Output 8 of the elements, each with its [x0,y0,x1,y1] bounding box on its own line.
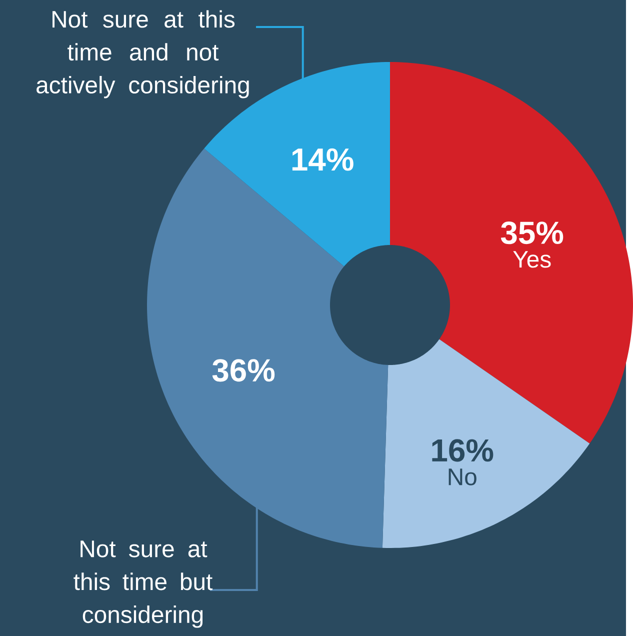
slice-label: Not sure at this time but considering [74,540,212,628]
data-label: 35% [500,222,564,244]
data-label: 36% [212,359,275,382]
slice-label: No [448,468,476,486]
data-label: 16% [432,439,494,462]
slice-label: Yes [513,251,551,268]
data-label: 14% [292,148,354,171]
slice-label: Not sure at this time and not actively considering [36,10,249,98]
